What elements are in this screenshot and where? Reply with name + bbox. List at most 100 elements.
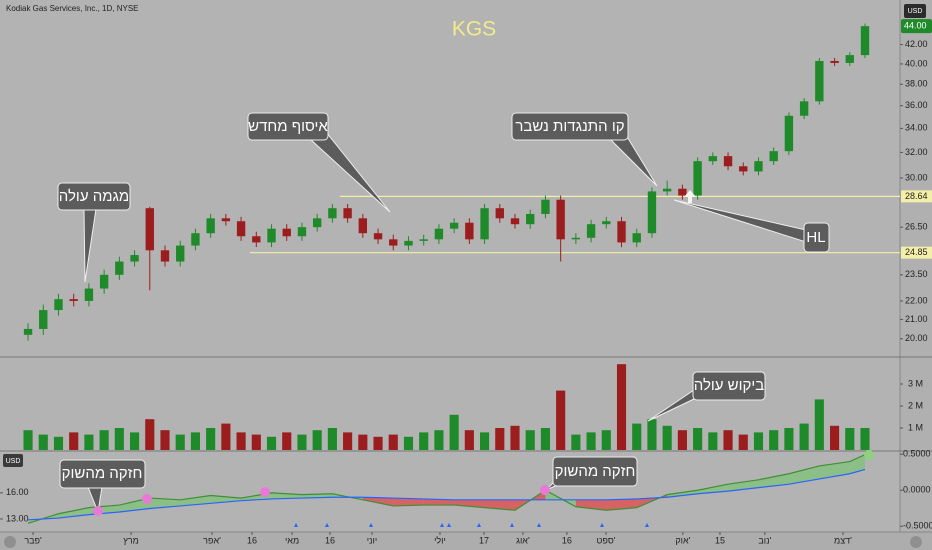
- y-tick-label: 16.00: [6, 487, 29, 497]
- y-tick-label: 13.00: [6, 513, 29, 523]
- y-tick-label: 38.00: [905, 79, 928, 89]
- volume-bar: [190, 432, 200, 450]
- candle-body: [434, 228, 444, 240]
- fill-band: [149, 498, 181, 509]
- volume-bar: [206, 427, 216, 450]
- candle-body: [23, 328, 33, 335]
- x-tick-label: 15: [715, 535, 725, 545]
- candle-body: [815, 60, 824, 102]
- candle-body: [99, 274, 109, 289]
- level-label: 24.85: [905, 247, 928, 257]
- candle-body: [252, 236, 261, 243]
- currency-label: USD: [6, 458, 21, 465]
- callout-box: [552, 456, 638, 487]
- y-tick-label: 22.00: [905, 295, 928, 305]
- candle-body: [282, 228, 291, 237]
- callout: HL: [673, 199, 830, 253]
- candle-body: [389, 239, 398, 246]
- level-label: 28.64: [905, 191, 928, 201]
- fill-band: [788, 465, 820, 485]
- x-tick-label: יוני: [367, 535, 378, 545]
- candle-body: [145, 208, 154, 251]
- indicator-line: [28, 468, 866, 521]
- fill-band: [180, 495, 211, 506]
- candle-body: [221, 218, 231, 222]
- candle-body: [404, 240, 413, 246]
- callout: מגמה עולה: [57, 182, 131, 283]
- candle-body: [754, 161, 763, 172]
- callout: ביקוש עולה: [647, 371, 766, 422]
- candle-body: [799, 101, 809, 116]
- settings-button[interactable]: [910, 536, 922, 548]
- fill-band: [393, 498, 424, 506]
- volume-bar: [84, 434, 94, 450]
- candle-body: [556, 199, 565, 240]
- volume-bar: [251, 434, 261, 450]
- volume-bar: [753, 432, 764, 450]
- x-tick-label: דצמ': [834, 535, 852, 545]
- symbol-header: Kodiak Gas Services, Inc., 1D, NYSE: [6, 4, 139, 13]
- candle-body: [739, 166, 748, 172]
- candle-body: [784, 115, 794, 152]
- candle-body: [69, 299, 78, 301]
- candle-body: [297, 227, 307, 237]
- y-tick-label: 1 M: [908, 422, 923, 432]
- volume-bar: [769, 430, 779, 450]
- volume-bar: [556, 390, 566, 450]
- arrow-icon: [684, 190, 696, 203]
- x-tick-label: מרץ: [123, 535, 139, 545]
- volume-bar: [647, 419, 657, 450]
- candle-body: [769, 151, 778, 162]
- volume-bar: [327, 427, 337, 450]
- volume-bar: [297, 434, 307, 450]
- fill-band: [423, 498, 455, 506]
- fill-band: [119, 498, 150, 512]
- settings-button[interactable]: [4, 536, 16, 548]
- volume-bar: [814, 399, 824, 450]
- chart-title: KGS: [452, 18, 496, 41]
- volume-bar: [130, 432, 140, 450]
- callout-text: מגמה עולה: [59, 188, 129, 205]
- callout-box: [247, 112, 329, 141]
- candle-body: [312, 218, 322, 228]
- candle-body: [84, 288, 94, 301]
- volume-bar: [693, 427, 703, 450]
- candle-body: [586, 224, 596, 238]
- volume-bar: [464, 430, 474, 450]
- x-tick-label: 16: [325, 535, 335, 545]
- callout-box: [57, 182, 131, 211]
- volume-bar: [99, 430, 109, 450]
- x-tick-label: 16: [247, 535, 257, 545]
- candle-body: [510, 218, 520, 225]
- signal-dot: [260, 487, 270, 497]
- callout-text: קו התנגדות נשבר: [515, 118, 624, 135]
- volume-bar: [236, 432, 246, 450]
- x-tick-label: יולי: [434, 535, 446, 545]
- volume-bar: [495, 427, 505, 450]
- candle-body: [465, 222, 474, 240]
- fill-band: [849, 454, 865, 474]
- volume-bar: [69, 432, 79, 450]
- last-price-label: 44.00: [904, 21, 927, 31]
- x-tick-label: אפר': [203, 535, 221, 545]
- volume-bar: [388, 434, 398, 450]
- volume-bar: [723, 430, 733, 450]
- x-tick-label: אוג': [516, 535, 530, 545]
- volume-bar: [175, 434, 185, 450]
- volume-bar: [799, 423, 809, 450]
- signal-dot: [142, 494, 152, 504]
- candle-body: [343, 208, 352, 219]
- candle-body: [632, 233, 641, 243]
- candle-body: [526, 213, 535, 225]
- fill-band: [484, 499, 515, 511]
- fill-band: [758, 473, 789, 488]
- candle-body: [571, 237, 581, 240]
- y2-tick-label: 0.0000: [903, 485, 931, 495]
- y-tick-label: 42.00: [905, 39, 928, 49]
- candle-body: [373, 233, 383, 240]
- fill-band: [667, 490, 698, 498]
- callout-text: ביקוש עולה: [694, 377, 765, 394]
- signal-dot: [864, 450, 874, 460]
- x-tick-label: פבר': [24, 535, 42, 545]
